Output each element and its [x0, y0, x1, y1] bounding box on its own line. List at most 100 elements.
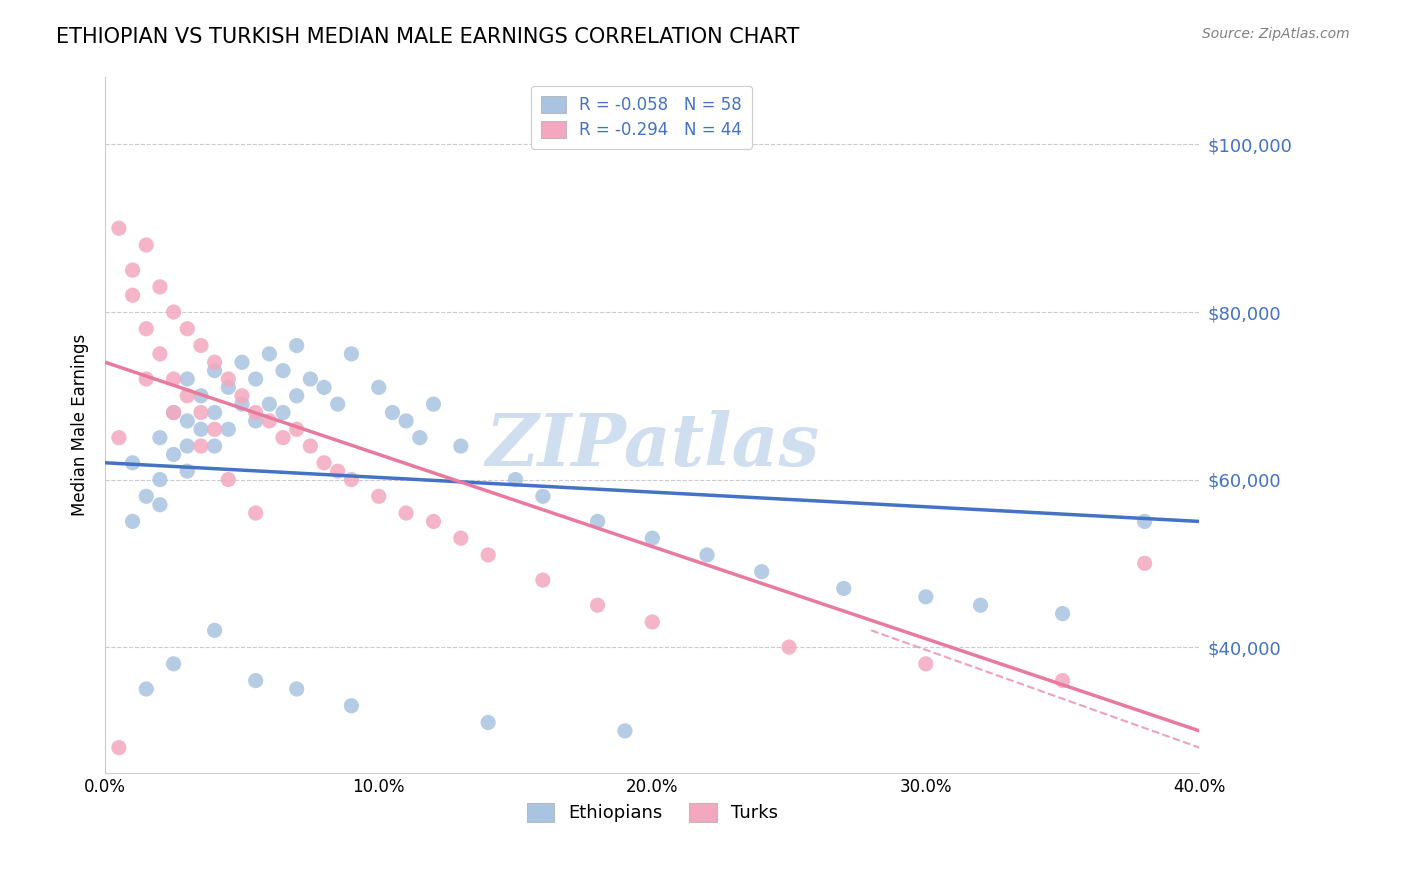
Point: [217, 422, 239, 436]
Point: [312, 380, 335, 394]
Point: [641, 531, 664, 545]
Point: [395, 414, 418, 428]
Point: [108, 221, 131, 235]
Point: [190, 338, 212, 352]
Point: [162, 405, 184, 419]
Point: [149, 473, 172, 487]
Point: [367, 489, 389, 503]
Point: [326, 464, 349, 478]
Point: [285, 389, 308, 403]
Point: [204, 364, 226, 378]
Point: [149, 498, 172, 512]
Point: [340, 698, 363, 713]
Point: [176, 322, 198, 336]
Point: [367, 380, 389, 394]
Point: [204, 405, 226, 419]
Point: [531, 489, 554, 503]
Point: [245, 506, 267, 520]
Point: [135, 489, 157, 503]
Point: [1133, 557, 1156, 571]
Point: [190, 422, 212, 436]
Point: [121, 456, 143, 470]
Point: [190, 389, 212, 403]
Point: [285, 681, 308, 696]
Point: [121, 515, 143, 529]
Point: [271, 364, 294, 378]
Point: [477, 715, 499, 730]
Point: [204, 624, 226, 638]
Point: [121, 288, 143, 302]
Point: [162, 372, 184, 386]
Point: [231, 355, 253, 369]
Point: [422, 515, 444, 529]
Point: [162, 405, 184, 419]
Point: [231, 397, 253, 411]
Point: [135, 372, 157, 386]
Point: [176, 389, 198, 403]
Point: [162, 305, 184, 319]
Point: [231, 389, 253, 403]
Point: [381, 405, 404, 419]
Point: [162, 657, 184, 671]
Point: [778, 640, 800, 654]
Point: [204, 355, 226, 369]
Point: [204, 422, 226, 436]
Y-axis label: Median Male Earnings: Median Male Earnings: [72, 334, 89, 516]
Text: Source: ZipAtlas.com: Source: ZipAtlas.com: [1202, 27, 1350, 41]
Point: [450, 439, 472, 453]
Point: [531, 573, 554, 587]
Point: [299, 372, 322, 386]
Point: [176, 439, 198, 453]
Point: [190, 439, 212, 453]
Point: [245, 405, 267, 419]
Point: [149, 280, 172, 294]
Point: [121, 263, 143, 277]
Point: [259, 347, 281, 361]
Point: [285, 338, 308, 352]
Point: [299, 439, 322, 453]
Point: [245, 414, 267, 428]
Point: [190, 405, 212, 419]
Point: [477, 548, 499, 562]
Point: [176, 414, 198, 428]
Point: [176, 372, 198, 386]
Point: [312, 456, 335, 470]
Point: [1052, 607, 1074, 621]
Point: [696, 548, 718, 562]
Point: [1052, 673, 1074, 688]
Legend: Ethiopians, Turks: Ethiopians, Turks: [516, 792, 789, 833]
Point: [204, 439, 226, 453]
Text: ETHIOPIAN VS TURKISH MEDIAN MALE EARNINGS CORRELATION CHART: ETHIOPIAN VS TURKISH MEDIAN MALE EARNING…: [56, 27, 800, 46]
Point: [340, 473, 363, 487]
Point: [969, 598, 991, 612]
Point: [135, 681, 157, 696]
Point: [217, 372, 239, 386]
Point: [395, 506, 418, 520]
Point: [259, 397, 281, 411]
Point: [285, 422, 308, 436]
Point: [271, 431, 294, 445]
Point: [1133, 515, 1156, 529]
Point: [135, 238, 157, 252]
Point: [259, 414, 281, 428]
Point: [217, 380, 239, 394]
Point: [832, 582, 855, 596]
Point: [586, 515, 609, 529]
Point: [271, 405, 294, 419]
Point: [162, 447, 184, 461]
Point: [176, 464, 198, 478]
Point: [450, 531, 472, 545]
Point: [641, 615, 664, 629]
Point: [613, 723, 636, 738]
Text: ZIPatlas: ZIPatlas: [485, 410, 820, 482]
Point: [751, 565, 773, 579]
Point: [340, 347, 363, 361]
Point: [326, 397, 349, 411]
Point: [914, 590, 936, 604]
Point: [914, 657, 936, 671]
Point: [245, 673, 267, 688]
Point: [149, 431, 172, 445]
Point: [217, 473, 239, 487]
Point: [149, 347, 172, 361]
Point: [108, 431, 131, 445]
